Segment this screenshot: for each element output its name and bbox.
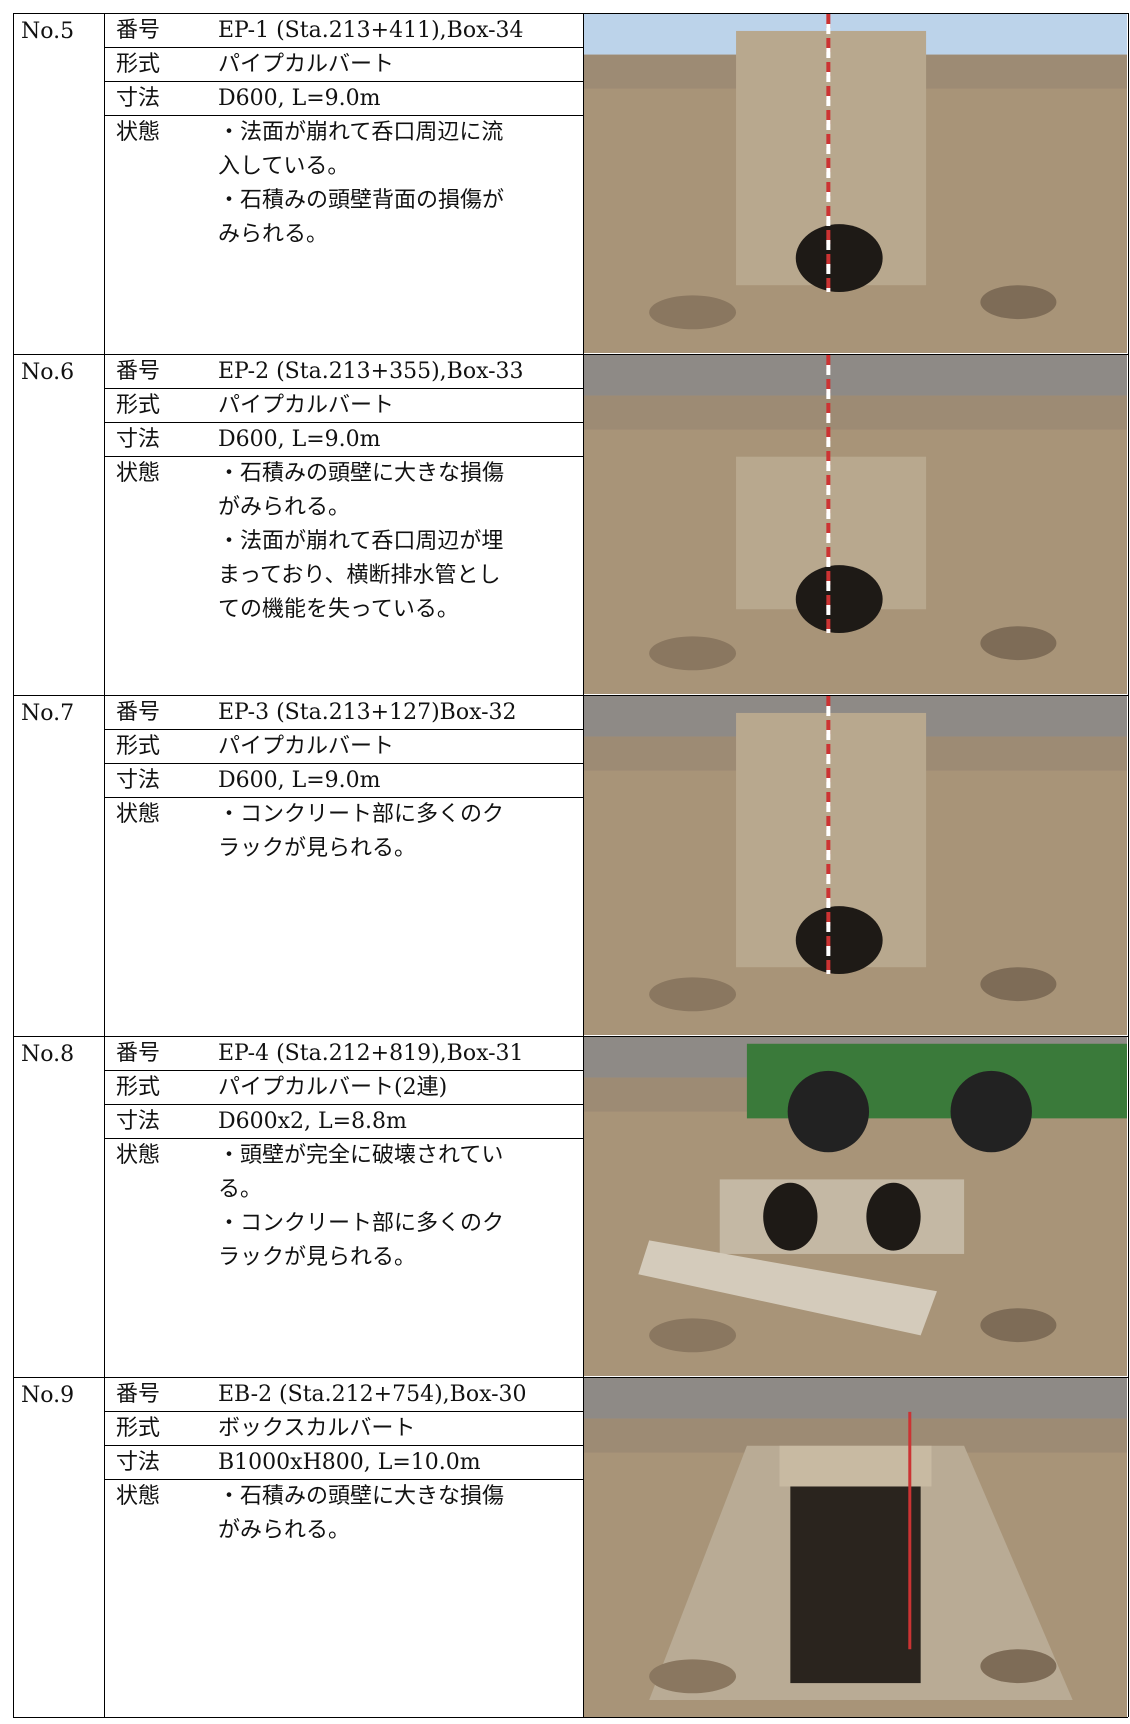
rule — [104, 729, 583, 730]
field-label: 寸法 — [116, 86, 161, 111]
rule — [104, 13, 105, 1717]
row-number: No.6 — [21, 360, 75, 385]
status-line: がみられる。 — [218, 495, 351, 520]
field-value: パイプカルバート — [218, 52, 395, 77]
field-label: 形式 — [116, 1075, 161, 1100]
field-value: B1000xH800, L=10.0m — [218, 1450, 481, 1475]
rule — [13, 1717, 1128, 1718]
rule — [1128, 13, 1129, 1717]
site-photo — [584, 1378, 1127, 1717]
rule — [104, 1104, 583, 1105]
field-value: パイプカルバート(2連) — [218, 1075, 448, 1100]
field-label: 形式 — [116, 1416, 161, 1441]
rule — [13, 1036, 1128, 1037]
rule — [104, 115, 583, 116]
field-value: EP-4 (Sta.212+819),Box-31 — [218, 1041, 524, 1066]
row-number: No.5 — [21, 19, 75, 44]
field-label: 番号 — [116, 18, 161, 43]
rule — [104, 81, 583, 82]
status-line: ・コンクリート部に多くのク — [218, 1211, 505, 1236]
site-photo — [584, 355, 1127, 694]
rule — [104, 422, 583, 423]
field-value: EP-1 (Sta.213+411),Box-34 — [218, 18, 524, 43]
status-line: ての機能を失っている。 — [218, 597, 459, 622]
rule — [104, 1411, 583, 1412]
status-line: がみられる。 — [218, 1518, 351, 1543]
row-number: No.9 — [21, 1383, 75, 1408]
rule — [104, 797, 583, 798]
status-line: ラックが見られる。 — [218, 1245, 417, 1270]
site-photo — [584, 14, 1127, 353]
field-label: 番号 — [116, 1041, 161, 1066]
field-label: 寸法 — [116, 1109, 161, 1134]
field-value: D600, L=9.0m — [218, 86, 381, 111]
status-line: まっており、横断排水管とし — [218, 563, 501, 588]
status-line: ・頭壁が完全に破壊されてい — [218, 1143, 504, 1168]
rule — [104, 388, 583, 389]
status-line: ・石積みの頭壁背面の損傷が — [218, 188, 505, 213]
rule — [104, 456, 583, 457]
field-value: D600, L=9.0m — [218, 427, 381, 452]
rule — [13, 354, 1128, 355]
field-label: 状態 — [116, 120, 161, 145]
field-value: D600, L=9.0m — [218, 768, 381, 793]
field-label: 寸法 — [116, 1450, 161, 1475]
status-line: ・石積みの頭壁に大きな損傷 — [218, 1484, 505, 1509]
field-label: 状態 — [116, 1484, 161, 1509]
site-photo — [584, 1037, 1127, 1376]
rule — [13, 695, 1128, 696]
status-line: ・石積みの頭壁に大きな損傷 — [218, 461, 505, 486]
field-value: ボックスカルバート — [218, 1416, 416, 1441]
field-label: 形式 — [116, 734, 161, 759]
field-label: 状態 — [116, 802, 161, 827]
site-photo — [584, 696, 1127, 1035]
field-value: D600x2, L=8.8m — [218, 1109, 407, 1134]
status-line: 入している。 — [218, 154, 350, 179]
field-label: 形式 — [116, 52, 161, 77]
row-number: No.8 — [21, 1042, 75, 1067]
rule — [104, 47, 583, 48]
field-value: パイプカルバート — [218, 393, 395, 418]
field-value: EP-3 (Sta.213+127)Box-32 — [218, 700, 517, 725]
rule — [104, 1138, 583, 1139]
rule — [13, 13, 14, 1717]
rule — [583, 13, 584, 1717]
field-value: EP-2 (Sta.213+355),Box-33 — [218, 359, 524, 384]
rule — [13, 1377, 1128, 1378]
field-label: 番号 — [116, 700, 161, 725]
row-number: No.7 — [21, 701, 75, 726]
field-label: 状態 — [116, 461, 161, 486]
field-value: EB-2 (Sta.212+754),Box-30 — [218, 1382, 527, 1407]
field-label: 寸法 — [116, 427, 161, 452]
rule — [13, 13, 1128, 14]
field-label: 番号 — [116, 359, 161, 384]
field-label: 状態 — [116, 1143, 161, 1168]
field-value: パイプカルバート — [218, 734, 395, 759]
status-line: ・法面が崩れて呑口周辺に流 — [218, 120, 504, 145]
status-line: ・法面が崩れて呑口周辺が埋 — [218, 529, 504, 554]
field-label: 番号 — [116, 1382, 161, 1407]
rule — [104, 763, 583, 764]
status-line: ・コンクリート部に多くのク — [218, 802, 505, 827]
field-label: 形式 — [116, 393, 161, 418]
status-line: みられる。 — [218, 222, 329, 247]
status-line: る。 — [218, 1177, 263, 1202]
rule — [104, 1479, 583, 1480]
rule — [104, 1070, 583, 1071]
status-line: ラックが見られる。 — [218, 836, 417, 861]
rule — [104, 1445, 583, 1446]
field-label: 寸法 — [116, 768, 161, 793]
